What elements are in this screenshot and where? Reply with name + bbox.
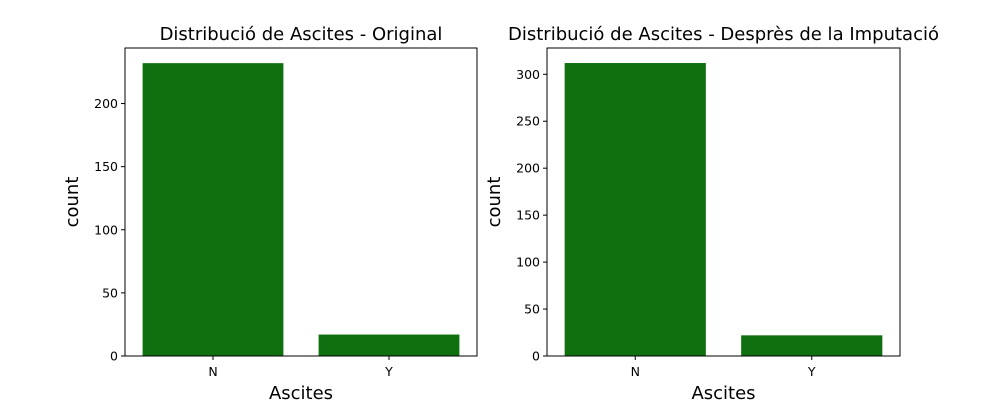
y-tick-label: 150 [516, 208, 540, 223]
plot-frame [546, 47, 901, 357]
y-axis-label: count [62, 177, 83, 228]
y-tick-label: 100 [94, 222, 118, 237]
x-tick-label: N [631, 364, 640, 379]
y-ticks: 0 50 100 150 200 250 300 [516, 67, 547, 364]
chart-title: Distribució de Ascites - Desprès de la I… [508, 24, 939, 45]
y-tick-label: 50 [524, 302, 540, 317]
x-tick-label: Y [384, 364, 393, 379]
bars [142, 63, 460, 356]
y-tick-label: 0 [532, 349, 540, 364]
y-tick-label: 250 [516, 114, 540, 129]
bars [564, 63, 883, 357]
y-tick-label: 0 [110, 349, 118, 364]
plot-frame [124, 47, 478, 357]
y-tick-label: 100 [516, 255, 540, 270]
x-tick-label: Y [807, 364, 816, 379]
y-ticks: 0 50 100 150 200 [94, 96, 125, 364]
y-axis-label: count [484, 177, 505, 228]
x-tick-label: N [208, 364, 217, 379]
chart-title: Distribució de Ascites - Original [160, 24, 443, 45]
y-tick-label: 150 [94, 159, 118, 174]
x-axis-label: Ascites [691, 383, 755, 400]
chart-panel-imputed: Distribució de Ascites - Desprès de la I… [484, 24, 939, 400]
bar-Y [318, 334, 460, 356]
y-tick-label: 200 [516, 161, 540, 176]
chart-panel-original: Distribució de Ascites - Original Ascite… [62, 24, 478, 400]
y-tick-label: 200 [94, 96, 118, 111]
x-axis-label: Ascites [269, 383, 333, 400]
bar-N [564, 63, 706, 357]
y-tick-label: 300 [516, 67, 540, 82]
bar-N [142, 63, 284, 356]
y-tick-label: 50 [102, 285, 118, 300]
bar-Y [741, 335, 883, 356]
